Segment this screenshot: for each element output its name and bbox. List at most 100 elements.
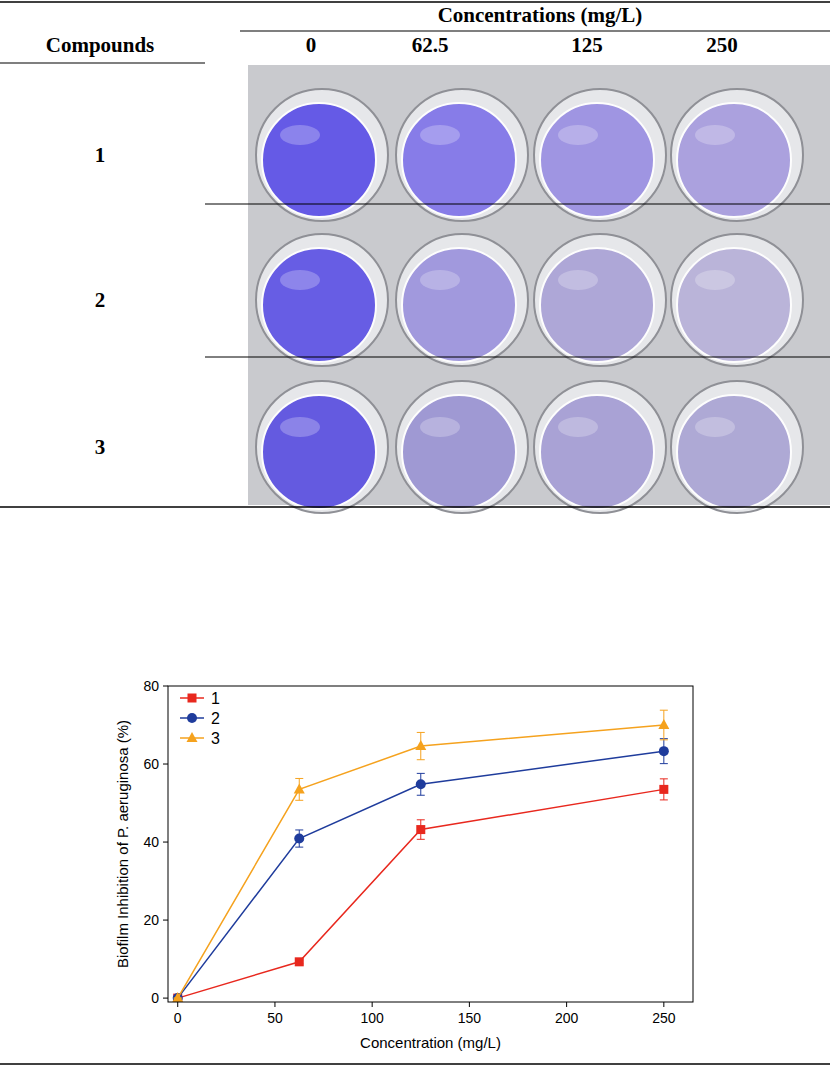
- y-axis-title: Biofilm Inhibition of P. aeruginosa (%): [114, 720, 131, 968]
- data-point: [658, 719, 669, 729]
- row-label: 2: [95, 288, 106, 312]
- x-tick-label: 250: [652, 1010, 676, 1026]
- well-glare: [280, 417, 320, 437]
- well-liquid: [677, 248, 791, 362]
- well-liquid: [540, 395, 654, 509]
- legend-label: 2: [211, 710, 220, 727]
- well-glare: [420, 417, 460, 437]
- legend-marker: [187, 732, 198, 742]
- x-tick-label: 100: [360, 1010, 384, 1026]
- row-rule: [205, 357, 830, 358]
- data-point: [416, 779, 426, 789]
- y-tick-label: 60: [143, 756, 159, 772]
- data-point: [295, 957, 304, 966]
- well-glare: [695, 417, 735, 437]
- legend-marker: [187, 713, 197, 723]
- column-header: Concentrations (mg/L): [438, 3, 643, 27]
- rule: [0, 1063, 830, 1065]
- well-liquid: [677, 103, 791, 217]
- data-point: [659, 785, 668, 794]
- plot-frame: [168, 686, 693, 1002]
- data-point: [659, 746, 669, 756]
- y-tick: [163, 686, 168, 687]
- series-line: [178, 751, 664, 998]
- well-rim: [256, 234, 388, 366]
- y-tick-label: 40: [143, 834, 159, 850]
- y-tick: [163, 998, 168, 999]
- legend-label: 1: [211, 690, 220, 707]
- rule: [0, 62, 205, 63]
- data-point: [294, 783, 305, 793]
- well-liquid: [402, 395, 516, 509]
- well-liquid: [262, 248, 376, 362]
- well-glare: [420, 270, 460, 290]
- data-point: [416, 825, 425, 834]
- y-tick: [163, 842, 168, 843]
- x-tick: [372, 1002, 373, 1007]
- error-bar: [417, 820, 425, 840]
- well-glare: [280, 270, 320, 290]
- well-rim: [396, 381, 528, 513]
- well-rim: [534, 89, 666, 221]
- x-tick: [274, 1002, 275, 1007]
- well-glare: [695, 270, 735, 290]
- well-liquid: [677, 395, 791, 509]
- well-rim: [396, 89, 528, 221]
- x-tick-label: 200: [555, 1010, 579, 1026]
- series-line: [178, 725, 664, 998]
- y-tick-label: 20: [143, 912, 159, 928]
- well-liquid: [540, 103, 654, 217]
- x-tick: [177, 1002, 178, 1007]
- well-liquid: [540, 248, 654, 362]
- well-rim: [534, 234, 666, 366]
- well-rim: [256, 89, 388, 221]
- well-glare: [420, 125, 460, 145]
- x-tick: [469, 1002, 470, 1007]
- legend-label: 3: [211, 730, 220, 747]
- well-glare: [558, 125, 598, 145]
- x-tick: [566, 1002, 567, 1007]
- rule: [240, 30, 830, 31]
- data-point: [172, 992, 183, 1002]
- error-bar: [660, 739, 668, 764]
- y-tick: [163, 764, 168, 765]
- x-tick-label: 150: [458, 1010, 482, 1026]
- y-tick-label: 0: [151, 990, 159, 1006]
- error-bar: [660, 779, 668, 800]
- canvas: Concentrations (mg/L)Compounds062.512525…: [0, 0, 830, 1067]
- well-liquid: [402, 248, 516, 362]
- error-bar: [417, 773, 425, 795]
- well-rim: [671, 89, 803, 221]
- well-glare: [695, 125, 735, 145]
- well-liquid: [402, 103, 516, 217]
- data-point: [173, 993, 183, 1002]
- x-tick: [663, 1002, 664, 1007]
- well-glare: [558, 270, 598, 290]
- data-point: [294, 834, 304, 844]
- column-label: 62.5: [412, 33, 449, 57]
- plot-area: [172, 710, 669, 1002]
- well-rim: [671, 234, 803, 366]
- y-tick: [163, 920, 168, 921]
- row-label: 3: [95, 435, 106, 459]
- column-label: 250: [706, 33, 738, 57]
- row-header: Compounds: [46, 33, 155, 57]
- y-tick-label: 80: [143, 678, 159, 694]
- data-point: [415, 740, 426, 750]
- rule: [0, 1, 830, 3]
- series-line: [178, 789, 664, 998]
- well-glare: [558, 417, 598, 437]
- x-tick-label: 0: [174, 1010, 182, 1026]
- rule: [0, 506, 830, 508]
- well-rim: [396, 234, 528, 366]
- row-rule: [205, 204, 830, 205]
- error-bar: [295, 830, 303, 847]
- well-rim: [534, 381, 666, 513]
- x-axis-title: Concentration (mg/L): [360, 1034, 501, 1051]
- well-rim: [256, 381, 388, 513]
- column-label: 125: [571, 33, 603, 57]
- well-rim: [671, 381, 803, 513]
- well-glare: [280, 125, 320, 145]
- row-label: 1: [95, 143, 106, 167]
- x-tick-label: 50: [267, 1010, 283, 1026]
